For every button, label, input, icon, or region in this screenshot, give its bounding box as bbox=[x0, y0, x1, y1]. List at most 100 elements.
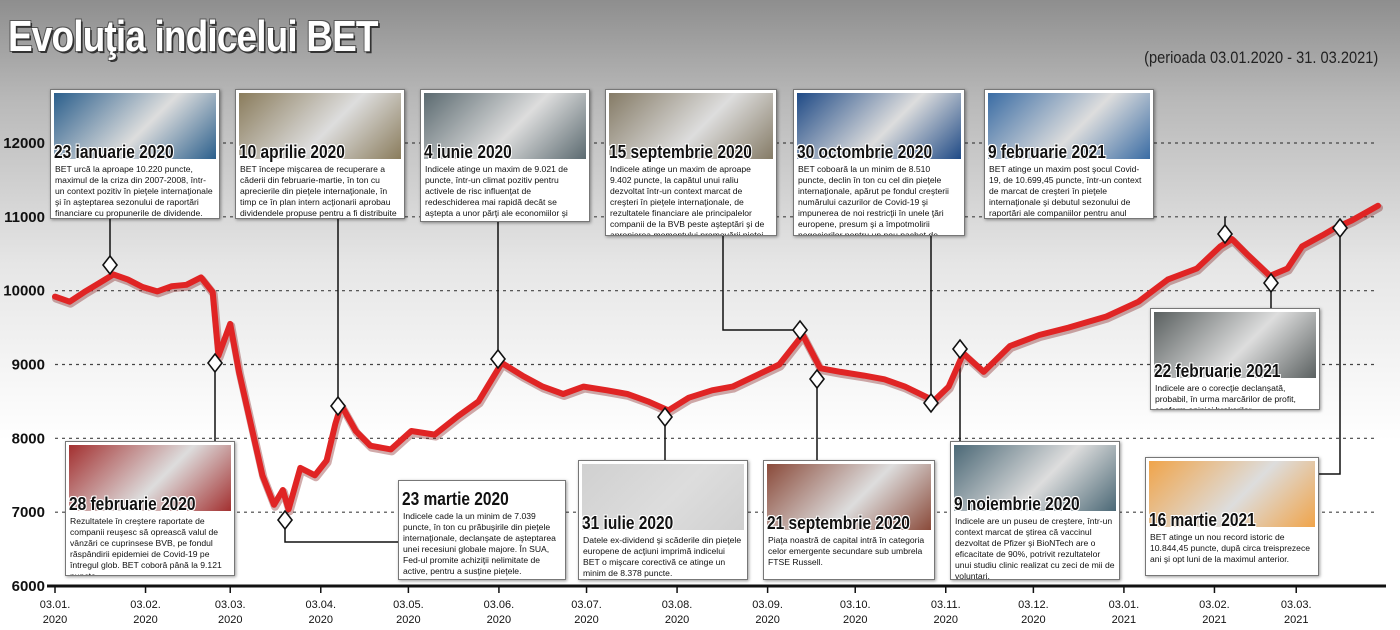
y-tick-label: 12000 bbox=[3, 135, 45, 152]
event-description: Indicele atinge un maxim de aproape 9.40… bbox=[610, 164, 765, 236]
x-tick-label-date: 03.03. bbox=[1281, 599, 1312, 611]
x-tick-label-date: 03.07. bbox=[571, 599, 602, 611]
x-tick-label-date: 03.06. bbox=[484, 599, 515, 611]
event-marker bbox=[489, 348, 507, 370]
event-description: BET urcă la aproape 10.220 puncte, maxim… bbox=[55, 164, 213, 218]
event-card: 9 februarie 2021 BET atinge un maxim post… bbox=[984, 89, 1154, 219]
x-tick-label-year: 2020 bbox=[309, 614, 333, 626]
event-connector bbox=[284, 520, 398, 543]
chart-period: (perioada 03.01.2020 - 31. 03.2021) bbox=[1143, 48, 1378, 67]
event-card: 31 iulie 2020 Datele ex-dividend şi scăde… bbox=[578, 460, 748, 580]
x-tick-label-year: 2021 bbox=[1202, 614, 1226, 626]
event-date: 15 septembrie 2020 bbox=[609, 142, 752, 162]
event-description: Piaţa noastră de capital intră în catego… bbox=[768, 535, 925, 567]
event-card: 15 septembrie 2020 Indicele atinge un max… bbox=[605, 89, 777, 236]
event-card: 28 februarie 2020 Rezultatele în creştere… bbox=[65, 441, 235, 576]
event-date: 9 februarie 2021 bbox=[988, 142, 1106, 162]
x-tick-label-year: 2020 bbox=[43, 614, 67, 626]
event-date: 22 februarie 2021 bbox=[1154, 361, 1281, 381]
event-card: 21 septembrie 2020 Piaţa noastră de capit… bbox=[763, 460, 935, 580]
event-date: 9 noiembrie 2020 bbox=[954, 494, 1080, 514]
event-card: 23 martie 2020 Indicele cade la un minim … bbox=[398, 480, 566, 580]
x-tick-label-year: 2020 bbox=[755, 614, 779, 626]
event-description: Indicele atinge un maxim de 9.021 de pun… bbox=[425, 164, 568, 221]
event-description: BET începe mişcarea de recuperare a căde… bbox=[240, 164, 397, 218]
event-date: 23 ianuarie 2020 bbox=[54, 142, 174, 162]
y-tick-label: 10000 bbox=[3, 283, 45, 300]
event-photo bbox=[424, 93, 586, 159]
event-card: 9 noiembrie 2020 Indicele are un puseu de… bbox=[950, 441, 1120, 580]
event-description: BET atinge un nou record istoric de 10.8… bbox=[1150, 532, 1311, 564]
event-date: 10 aprilie 2020 bbox=[239, 142, 345, 162]
event-date: 30 octombrie 2020 bbox=[797, 142, 933, 162]
event-description: Datele ex-dividend şi scăderile din pieţ… bbox=[583, 535, 742, 578]
event-photo bbox=[69, 445, 231, 511]
event-marker bbox=[101, 254, 119, 276]
event-photo bbox=[767, 464, 931, 530]
event-connector bbox=[722, 234, 800, 331]
x-tick-label-year: 2020 bbox=[665, 614, 689, 626]
event-description: Indicele are o corecţie declanşată, prob… bbox=[1155, 383, 1296, 410]
event-photo bbox=[54, 93, 216, 159]
event-marker bbox=[206, 352, 224, 374]
event-card: 16 martie 2021 BET atinge un nou record i… bbox=[1145, 457, 1319, 576]
event-photo bbox=[582, 464, 744, 530]
y-tick-label: 8000 bbox=[12, 430, 45, 447]
event-date: 21 septembrie 2020 bbox=[767, 513, 910, 533]
event-photo bbox=[954, 445, 1116, 511]
event-description: Rezultatele în creştere raportate de com… bbox=[70, 516, 222, 576]
x-tick-label-date: 03.08. bbox=[662, 599, 693, 611]
event-marker bbox=[1331, 217, 1349, 239]
axes: 6000 7000 8000 9000 10000 11000 12000 03.01. 202… bbox=[3, 135, 1386, 626]
chart-title: Evoluţia indicelui BET bbox=[8, 12, 379, 61]
x-tick-label-year: 2020 bbox=[487, 614, 511, 626]
event-date: 31 iulie 2020 bbox=[582, 513, 674, 533]
y-tick-label: 11000 bbox=[4, 209, 45, 226]
event-card: 4 iunie 2020 Indicele atinge un maxim de … bbox=[420, 89, 590, 222]
x-tick-label-year: 2020 bbox=[934, 614, 958, 626]
x-tick-label-year: 2020 bbox=[133, 614, 157, 626]
x-tick-label-date: 03.05. bbox=[393, 599, 424, 611]
x-tick-label-year: 2020 bbox=[218, 614, 242, 626]
event-marker bbox=[276, 509, 294, 531]
event-connector bbox=[1317, 228, 1341, 475]
x-tick-label-date: 03.01. bbox=[40, 599, 71, 611]
event-marker bbox=[791, 319, 809, 341]
event-card: 30 octombrie 2020 BET coboară la un minim… bbox=[793, 89, 965, 236]
event-description: BET coboară la un minim de 8.510 puncte,… bbox=[798, 164, 949, 236]
series-line bbox=[52, 202, 1381, 513]
series-line bbox=[52, 202, 1383, 516]
event-date: 16 martie 2021 bbox=[1149, 510, 1256, 530]
event-date: 4 iunie 2020 bbox=[424, 142, 512, 162]
event-date: 23 martie 2020 bbox=[402, 489, 509, 509]
event-description: Indicele are un puseu de creştere, într-… bbox=[955, 516, 1115, 580]
event-photo bbox=[988, 93, 1150, 159]
x-tick-label-date: 03.01. bbox=[1109, 599, 1140, 611]
x-tick-label-year: 2021 bbox=[1284, 614, 1308, 626]
x-tick-label-date: 03.10. bbox=[840, 599, 871, 611]
x-tick-label-year: 2020 bbox=[843, 614, 867, 626]
event-photo bbox=[1149, 461, 1315, 527]
event-description: BET atinge un maxim post şocul Covid-19,… bbox=[989, 164, 1142, 218]
event-marker bbox=[656, 406, 674, 428]
event-marker bbox=[808, 368, 826, 390]
event-marker bbox=[951, 338, 969, 360]
event-photo bbox=[1154, 312, 1316, 378]
y-tick-label: 7000 bbox=[12, 504, 45, 521]
event-markers bbox=[101, 217, 1349, 531]
y-tick-label: 6000 bbox=[12, 578, 45, 595]
x-tick-label-date: 03.11. bbox=[931, 599, 961, 611]
x-tick-label-year: 2021 bbox=[1112, 614, 1136, 626]
x-tick-label-date: 03.02. bbox=[130, 599, 161, 611]
event-photo bbox=[797, 93, 961, 159]
x-tick-label-date: 03.04. bbox=[305, 599, 336, 611]
event-marker bbox=[1262, 272, 1280, 294]
event-photo bbox=[609, 93, 773, 159]
x-tick-label-year: 2020 bbox=[1021, 614, 1045, 626]
y-tick-label: 9000 bbox=[12, 357, 45, 374]
x-tick-label-year: 2020 bbox=[396, 614, 420, 626]
x-tick-label-date: 03.09. bbox=[752, 599, 783, 611]
event-card: 10 aprilie 2020 BET începe mişcarea de re… bbox=[235, 89, 405, 219]
x-tick-label-year: 2020 bbox=[574, 614, 598, 626]
